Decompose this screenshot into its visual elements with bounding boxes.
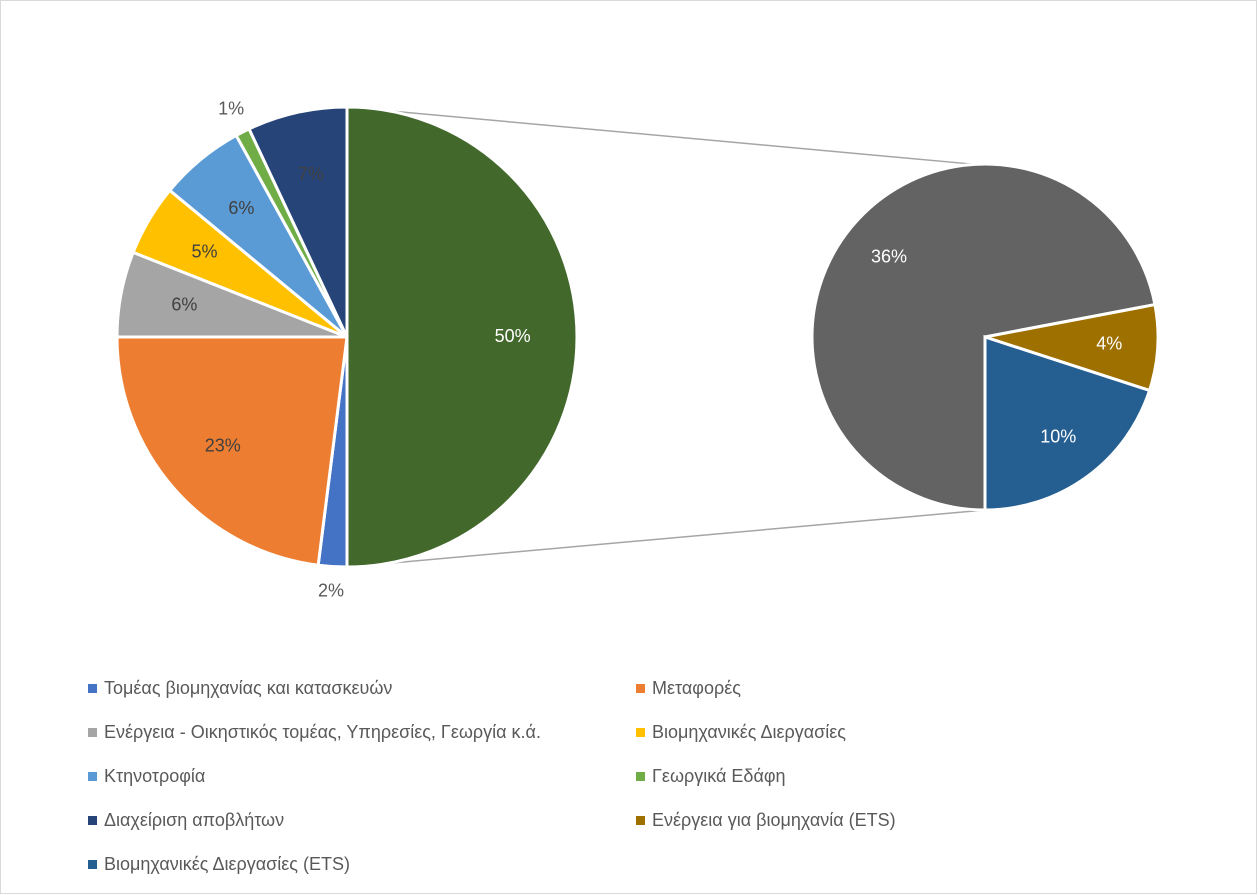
legend-label: Μεταφορές <box>652 678 741 698</box>
pie-slice <box>247 105 349 338</box>
legend-label: Διαχείριση αποβλήτων <box>104 810 284 830</box>
pie-slice <box>345 105 579 569</box>
legend-label: Τομέας βιομηχανίας και κατασκευών <box>104 678 392 698</box>
legend-swatch <box>636 684 645 693</box>
legend-swatch <box>88 684 97 693</box>
legend-label: Κτηνοτροφία <box>104 766 205 786</box>
legend-swatch <box>636 772 645 781</box>
pie-slice <box>115 335 349 567</box>
data-label: 2% <box>318 581 344 601</box>
legend-label: Βιομηχανικές Διεργασίες (ETS) <box>104 854 350 874</box>
data-label: 50% <box>495 326 531 346</box>
legend-label: Γεωργικά Εδάφη <box>652 766 786 786</box>
data-label: 10% <box>1040 427 1076 447</box>
data-label: 5% <box>191 241 217 261</box>
pie-slice <box>810 162 1157 512</box>
connector-line <box>346 509 986 568</box>
legend-swatch <box>88 816 97 825</box>
data-label: 4% <box>1096 334 1122 354</box>
legend-swatch <box>636 816 645 825</box>
pie-slice <box>983 334 1152 512</box>
data-label: 6% <box>228 198 254 218</box>
data-label: 1% <box>218 98 244 118</box>
legend-label: Ενέργεια - Οικηστικός τομέας, Υπηρεσίες,… <box>104 722 541 742</box>
legend-label: Ενέργεια για βιομηχανία (ETS) <box>652 810 896 830</box>
data-label: 23% <box>205 435 241 455</box>
legend-label: Βιομηχανικές Διεργασίες <box>652 722 846 742</box>
connector-line <box>346 106 975 166</box>
legend-swatch <box>88 728 97 737</box>
data-label: 36% <box>871 246 907 266</box>
data-label: 7% <box>298 164 324 184</box>
legend-swatch <box>636 728 645 737</box>
legend-swatch <box>88 860 97 869</box>
data-label: 6% <box>171 295 197 315</box>
legend-swatch <box>88 772 97 781</box>
